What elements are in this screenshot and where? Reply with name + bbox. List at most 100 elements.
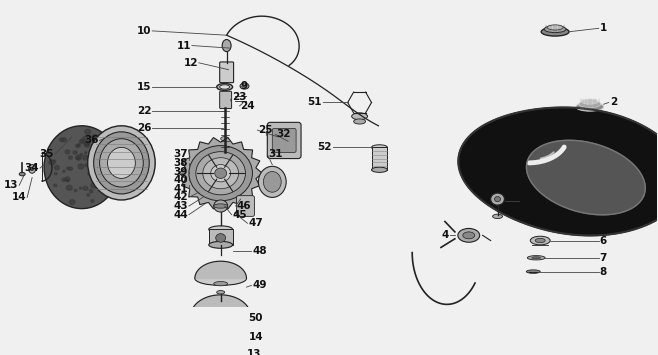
Circle shape [81,140,83,142]
Ellipse shape [44,126,120,209]
Bar [266,132,282,135]
Ellipse shape [195,272,247,285]
Ellipse shape [209,241,232,248]
Circle shape [106,167,109,170]
Ellipse shape [29,165,36,173]
Ellipse shape [211,165,230,182]
Text: 38: 38 [174,158,188,168]
Text: 12: 12 [184,58,198,68]
Circle shape [91,183,97,188]
Circle shape [76,157,80,160]
Text: 50: 50 [249,313,263,323]
Ellipse shape [220,85,230,89]
Ellipse shape [209,226,232,233]
Circle shape [87,194,89,196]
Circle shape [215,168,226,179]
Circle shape [91,163,95,167]
Text: 48: 48 [253,246,267,256]
Circle shape [94,162,97,165]
Ellipse shape [259,166,286,197]
Ellipse shape [88,126,155,200]
Text: 22: 22 [137,106,151,116]
Ellipse shape [222,39,231,51]
Ellipse shape [107,147,136,179]
Polygon shape [195,261,247,278]
Text: 42: 42 [173,192,188,202]
Ellipse shape [99,139,143,187]
Text: 11: 11 [176,40,191,50]
Ellipse shape [526,270,540,273]
Ellipse shape [214,204,228,208]
Circle shape [101,175,106,179]
Ellipse shape [532,257,541,259]
Ellipse shape [189,146,253,201]
Ellipse shape [582,99,597,104]
Text: 44: 44 [173,210,188,220]
Text: 13: 13 [4,180,18,190]
Ellipse shape [535,238,545,243]
Text: 7: 7 [599,253,607,263]
Bar [209,229,232,245]
Text: 37: 37 [173,149,188,159]
Text: 13: 13 [247,349,261,355]
Text: 35: 35 [39,149,54,159]
Text: 8: 8 [599,267,607,277]
Circle shape [62,178,66,181]
Circle shape [98,162,102,166]
Circle shape [63,170,65,172]
Text: 4: 4 [442,230,449,240]
Ellipse shape [544,26,566,33]
Circle shape [55,165,59,170]
Circle shape [97,187,100,190]
Circle shape [76,155,82,160]
Ellipse shape [458,229,480,242]
Circle shape [105,183,110,188]
Circle shape [97,175,101,179]
Circle shape [95,184,97,186]
Circle shape [74,189,77,192]
Polygon shape [179,137,263,209]
Circle shape [84,141,89,146]
Text: 9: 9 [241,81,247,91]
Circle shape [95,163,97,165]
Text: 14: 14 [12,192,26,202]
Circle shape [66,180,69,182]
Circle shape [85,152,87,154]
Circle shape [98,178,103,181]
Circle shape [68,156,72,159]
FancyBboxPatch shape [267,122,301,159]
Text: 40: 40 [173,175,188,185]
Text: 46: 46 [237,201,251,211]
Circle shape [80,187,82,189]
Circle shape [91,200,94,202]
Circle shape [62,138,66,142]
Circle shape [89,190,93,193]
Text: 36: 36 [84,136,99,146]
Circle shape [83,136,88,140]
Ellipse shape [213,320,228,325]
Ellipse shape [372,145,388,150]
Ellipse shape [530,236,550,245]
Circle shape [70,200,75,204]
Bar [269,153,280,157]
Circle shape [80,139,84,143]
Text: 34: 34 [24,163,39,173]
Ellipse shape [541,27,569,36]
Circle shape [53,160,56,162]
Circle shape [80,153,83,156]
Circle shape [102,181,105,184]
Bar [267,141,281,144]
Ellipse shape [579,101,601,108]
Text: 52: 52 [317,142,332,152]
Circle shape [109,147,112,149]
Circle shape [85,129,91,134]
Ellipse shape [240,83,249,89]
Ellipse shape [93,132,149,194]
FancyBboxPatch shape [272,129,296,153]
Circle shape [98,178,101,181]
Bar [267,136,282,140]
Circle shape [76,144,80,148]
Ellipse shape [214,282,228,286]
Text: 15: 15 [137,82,151,92]
Circle shape [98,143,102,146]
